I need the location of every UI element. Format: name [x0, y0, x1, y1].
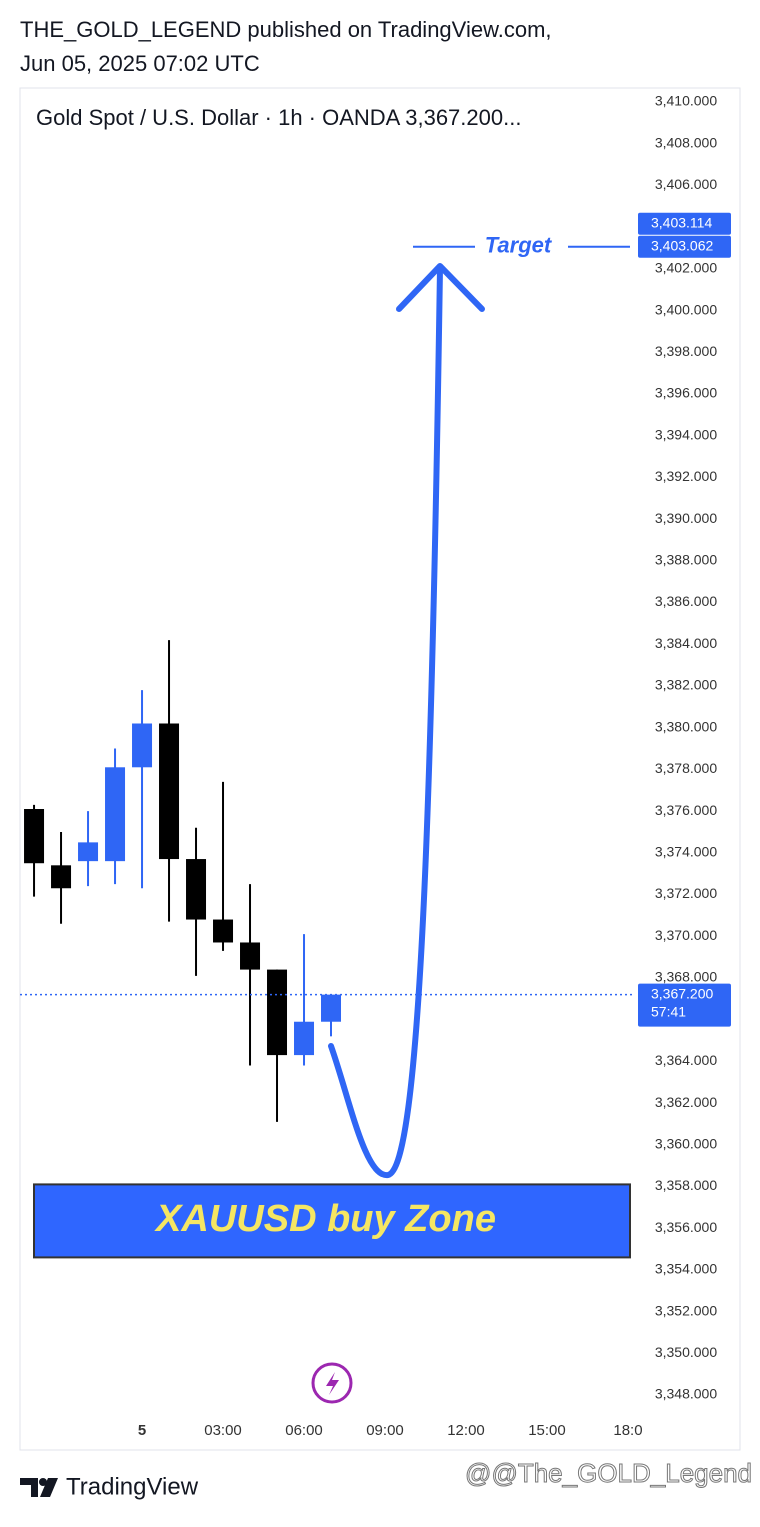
x-tick-label: 12:00	[447, 1422, 485, 1439]
target-label: 3,403.114	[651, 214, 712, 230]
chart-title: Gold Spot / U.S. Dollar · 1h · OANDA 3,3…	[36, 105, 521, 130]
y-tick-label: 3,406.000	[655, 176, 717, 192]
candle-body	[321, 994, 342, 1022]
candle-body	[294, 1021, 315, 1056]
y-tick-label: 3,386.000	[655, 593, 717, 609]
event-bolt	[326, 1372, 339, 1395]
y-tick-label: 3,354.000	[655, 1261, 717, 1277]
candle-body	[24, 809, 45, 864]
x-tick-label: 15:00	[528, 1422, 566, 1439]
target-label-box	[638, 212, 731, 235]
target-text: Target	[485, 233, 553, 258]
y-tick-label: 3,368.000	[655, 969, 717, 985]
y-tick-label: 3,384.000	[655, 635, 717, 651]
y-tick-label: 3,378.000	[655, 760, 717, 776]
x-tick-label: 03:00	[204, 1422, 242, 1439]
brand: TradingView	[66, 1473, 199, 1500]
y-tick-label: 3,374.000	[655, 844, 717, 860]
y-tick-label: 3,396.000	[655, 385, 717, 401]
countdown: 57:41	[651, 1003, 686, 1019]
x-tick-label: 18:0	[613, 1422, 642, 1439]
candle-body	[186, 859, 207, 920]
plot: 3,410.000 3,408.000 3,406.000 3,402.000 3,40…	[20, 93, 731, 1439]
y-tick-label: 3,352.000	[655, 1302, 717, 1318]
y-tick-label: 3,372.000	[655, 885, 717, 901]
y-tick-label: 3,388.000	[655, 552, 717, 568]
candle-body	[240, 942, 261, 970]
x-tick-label: 5	[138, 1422, 146, 1439]
tv-logo	[20, 1478, 58, 1497]
target-label: 3,403.062	[651, 237, 713, 253]
x-tick-label: 09:00	[366, 1422, 404, 1439]
candle-body	[159, 723, 180, 860]
watermark: @@The_GOLD_Legend	[465, 1458, 752, 1488]
y-tick-label: 3,398.000	[655, 343, 717, 359]
y-tick-label: 3,402.000	[655, 260, 717, 276]
y-tick-label: 3,394.000	[655, 426, 717, 442]
target-label-box	[638, 235, 731, 258]
candle-body	[213, 919, 234, 943]
y-tick-label: 3,392.000	[655, 468, 717, 484]
buy-zone-label: XAUUSD buy Zone	[154, 1198, 496, 1240]
y-tick-label: 3,360.000	[655, 1135, 717, 1151]
candle-body	[132, 723, 153, 768]
candle-body	[78, 842, 99, 862]
y-tick-label: 3,362.000	[655, 1094, 717, 1110]
y-tick-label: 3,376.000	[655, 802, 717, 818]
y-tick-label: 3,400.000	[655, 301, 717, 317]
y-tick-label: 3,408.000	[655, 134, 717, 150]
y-tick-label: 3,364.000	[655, 1052, 717, 1068]
y-tick-label: 3,358.000	[655, 1177, 717, 1193]
chart-frame	[19, 87, 741, 1451]
y-tick-label: 3,410.000	[655, 93, 717, 109]
y-tick-label: 3,390.000	[655, 510, 717, 526]
buy-zone	[33, 1183, 631, 1259]
price-label-box	[638, 983, 731, 1027]
y-tick-label: 3,370.000	[655, 927, 717, 943]
y-tick-label: 3,380.000	[655, 718, 717, 734]
arrow-head	[396, 263, 485, 312]
tv-logo-dot	[39, 1478, 47, 1486]
y-tick-label: 3,356.000	[655, 1219, 717, 1235]
event-icon	[311, 1362, 353, 1404]
y-tick-label: 3,348.000	[655, 1386, 717, 1402]
x-tick-label: 06:00	[285, 1422, 323, 1439]
candle-body	[105, 767, 126, 862]
price-label: 3,367.200	[651, 985, 713, 1001]
y-tick-label: 3,382.000	[655, 677, 717, 693]
projection-arrow	[328, 265, 443, 1178]
y-tick-label: 3,350.000	[655, 1344, 717, 1360]
candle-body	[267, 969, 288, 1056]
candle-body	[51, 865, 72, 889]
header-line: THE_GOLD_LEGEND published on TradingView…	[20, 17, 552, 42]
header-line: Jun 05, 2025 07:02 UTC	[20, 51, 260, 76]
